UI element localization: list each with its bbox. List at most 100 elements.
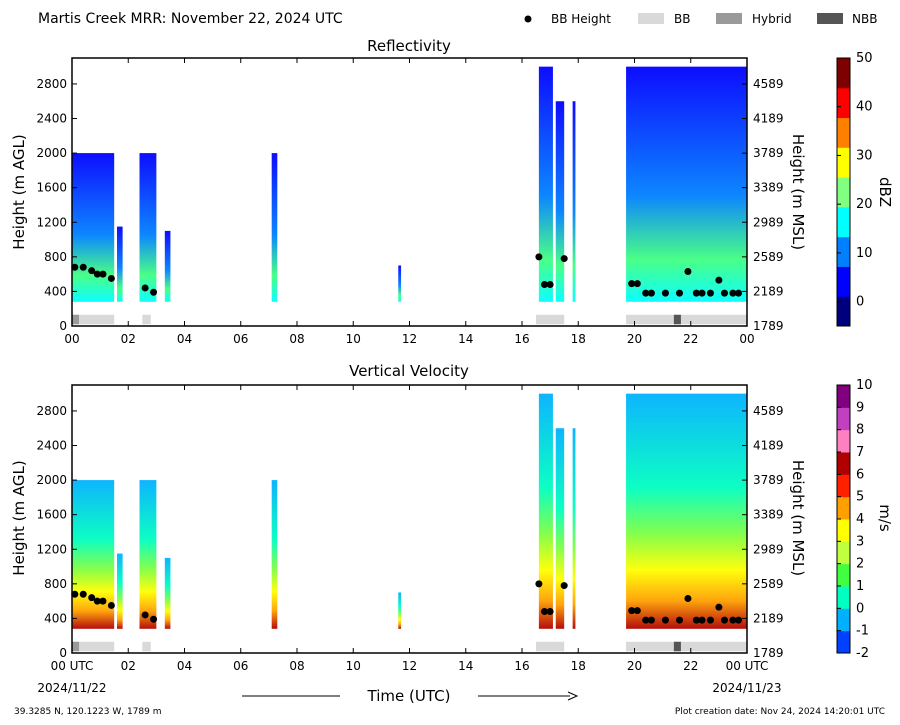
x-tick-label: 12 bbox=[402, 659, 417, 673]
vertical-velocity-colorbar-label: m/s bbox=[876, 504, 894, 532]
legend-bb-label: BB bbox=[674, 12, 690, 26]
x-tick-label: 02 bbox=[121, 332, 136, 346]
bb-height-point bbox=[729, 616, 737, 624]
y-right-tick-label: 2989 bbox=[753, 542, 784, 556]
colorbar-segment bbox=[837, 147, 850, 178]
bb-height-point bbox=[633, 280, 641, 288]
colorbar-segment bbox=[837, 429, 850, 453]
colorbar-tick-label: 9 bbox=[856, 400, 864, 415]
bb-height-point bbox=[99, 597, 107, 605]
y-right-tick-label: 2589 bbox=[753, 577, 784, 591]
colorbar-segment bbox=[837, 117, 850, 148]
y-tick-label: 0 bbox=[59, 646, 67, 660]
legend-hybrid-swatch bbox=[716, 13, 742, 24]
colorbar-tick-label: 20 bbox=[856, 197, 873, 212]
x-tick-label: 20 bbox=[627, 659, 642, 673]
echo-segment bbox=[139, 480, 157, 629]
x-tick-label: 10 bbox=[346, 332, 361, 346]
echo-segment bbox=[538, 393, 553, 629]
y-tick-label: 0 bbox=[59, 319, 67, 333]
bb-height-point bbox=[721, 616, 728, 624]
colorbar-tick-label: 0 bbox=[856, 295, 864, 310]
echo-segment bbox=[72, 480, 115, 629]
colorbar-tick-label: 8 bbox=[856, 423, 864, 438]
x-tick-label: 22 bbox=[683, 659, 698, 673]
bb-type-bar-bb bbox=[72, 641, 115, 652]
bb-height-point bbox=[150, 288, 158, 296]
bb-height-point bbox=[560, 582, 568, 590]
bb-type-bar-nbb bbox=[673, 641, 681, 652]
y-right-tick-label: 2989 bbox=[753, 215, 784, 229]
y-right-tick-label: 2189 bbox=[753, 284, 784, 298]
colorbar-segment bbox=[837, 58, 850, 89]
echo-segment bbox=[555, 428, 565, 629]
colorbar-segment bbox=[837, 474, 850, 498]
colorbar-segment bbox=[837, 177, 850, 208]
bb-height-point bbox=[107, 601, 115, 609]
x-tick-label: 14 bbox=[458, 659, 473, 673]
bb-type-bar-hybrid bbox=[72, 314, 80, 325]
bb-height-point bbox=[88, 267, 96, 275]
bb-height-point bbox=[715, 276, 723, 284]
x-tick-label: 04 bbox=[177, 332, 192, 346]
x-tick-label: 12 bbox=[402, 332, 417, 346]
reflectivity-ylabel: Height (m AGL) bbox=[10, 134, 28, 249]
bb-height-point bbox=[647, 616, 655, 624]
bb-height-point bbox=[71, 263, 79, 271]
colorbar-segment bbox=[837, 541, 850, 565]
bb-height-point bbox=[642, 616, 650, 624]
bb-type-bar-bb bbox=[72, 314, 115, 325]
vertical-velocity-ylabel-right: Height (m MSL) bbox=[789, 460, 807, 576]
x-tick-label: 06 bbox=[233, 659, 248, 673]
colorbar-segment bbox=[837, 519, 850, 542]
bb-height-point bbox=[684, 595, 692, 603]
legend-bb-height-dot bbox=[524, 15, 532, 23]
bb-type-bar-nbb bbox=[673, 314, 681, 325]
bb-height-point bbox=[684, 268, 692, 276]
colorbar-segment bbox=[837, 563, 850, 587]
bb-height-point bbox=[79, 590, 87, 598]
date-start-label: 2024/11/22 bbox=[37, 681, 106, 695]
bb-height-point bbox=[676, 616, 683, 624]
bb-height-point bbox=[535, 253, 543, 261]
x-tick-label: 18 bbox=[571, 332, 586, 346]
x-tick-label: 02 bbox=[121, 659, 136, 673]
reflectivity-title: Reflectivity bbox=[367, 37, 451, 55]
colorbar-tick-label: 10 bbox=[856, 246, 873, 261]
y-tick-label: 800 bbox=[44, 577, 67, 591]
bb-type-bar-bb bbox=[142, 641, 151, 652]
vertical-velocity-ylabel: Height (m AGL) bbox=[10, 460, 28, 575]
x-tick-label: 00 bbox=[739, 332, 754, 346]
y-tick-label: 2000 bbox=[36, 473, 67, 487]
bb-height-point bbox=[546, 608, 554, 616]
echo-segment bbox=[398, 592, 402, 629]
y-tick-label: 800 bbox=[44, 250, 67, 264]
colorbar-segment bbox=[837, 266, 850, 297]
colorbar-segment bbox=[837, 452, 850, 475]
x-tick-label: 14 bbox=[458, 332, 473, 346]
y-tick-label: 1200 bbox=[36, 215, 67, 229]
echo-segment bbox=[626, 393, 747, 629]
echo-segment bbox=[626, 66, 747, 302]
bb-height-point bbox=[560, 255, 568, 263]
colorbar-segment bbox=[837, 206, 850, 238]
bb-height-point bbox=[698, 616, 706, 624]
x-tick-label: 18 bbox=[571, 659, 586, 673]
colorbar-tick-label: 7 bbox=[856, 445, 864, 460]
bb-height-point bbox=[633, 607, 641, 615]
bb-height-point bbox=[71, 590, 79, 598]
reflectivity-panel: Reflectivity Height (m AGL) Height (m MS… bbox=[10, 37, 894, 346]
bb-height-point bbox=[735, 289, 743, 297]
y-right-tick-label: 4189 bbox=[753, 112, 784, 126]
bb-height-point bbox=[661, 616, 669, 624]
x-tick-label: 22 bbox=[683, 332, 698, 346]
bb-type-bar-bb bbox=[142, 314, 151, 325]
colorbar-tick-label: 4 bbox=[856, 512, 864, 527]
x-tick-label: 00 UTC bbox=[51, 659, 94, 673]
legend: BB Height BB Hybrid NBB bbox=[524, 12, 877, 26]
legend-bb-height-label: BB Height bbox=[551, 12, 611, 26]
plot-creation-date: Plot creation date: Nov 24, 2024 14:20:0… bbox=[675, 707, 885, 717]
x-tick-label: 00 bbox=[64, 332, 79, 346]
bb-height-point bbox=[692, 289, 700, 297]
